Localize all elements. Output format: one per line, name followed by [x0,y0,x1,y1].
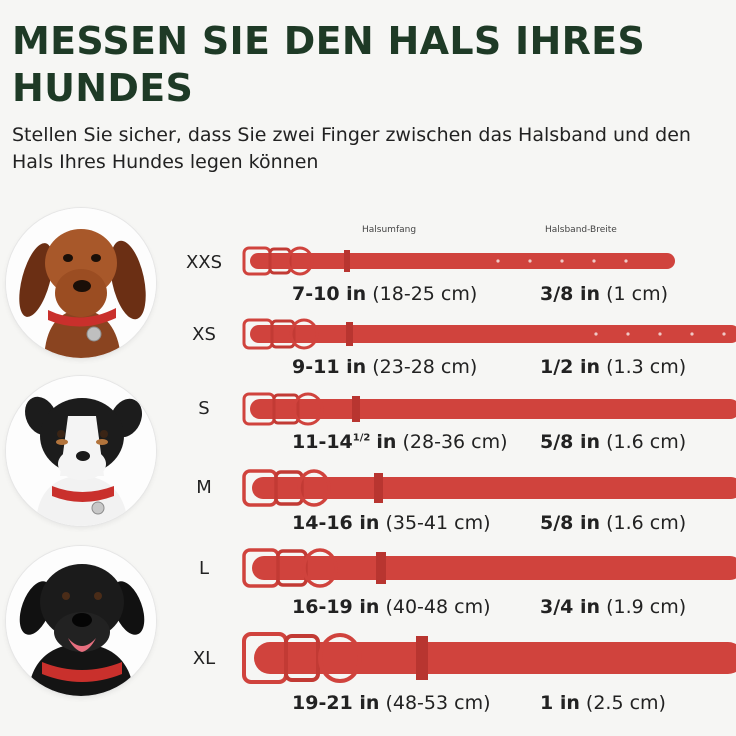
width-measure-l: 3/4 in (1.9 cm) [540,596,686,618]
collar-xl-illustration [242,632,736,684]
neck-cm: (48-53 cm) [385,692,491,714]
width-measure-s: 5/8 in (1.6 cm) [540,431,686,453]
width-cm: (1 cm) [606,283,669,305]
width-inches: 3/8 in [540,283,601,305]
width-inches: 5/8 in [540,431,601,453]
neck-inches: 7-10 in [292,283,367,305]
width-measure-xxs: 3/8 in (1 cm) [540,283,668,305]
width-inches: 5/8 in [540,512,601,534]
width-inches: 1/2 in [540,356,601,378]
neck-cm: (28-36 cm) [402,431,508,453]
column-header-width: Halsband-Breite [545,225,617,235]
neck-inches: 19-21 in [292,692,380,714]
size-label-xs: XS [192,324,216,345]
width-cm: (1.9 cm) [606,596,687,618]
column-header-neck: Halsumfang [362,225,417,235]
neck-fraction: 1/2 [352,432,371,444]
width-cm: (1.3 cm) [606,356,687,378]
neck-cm: (18-25 cm) [372,283,478,305]
page-subtitle: Stellen Sie sicher, dass Sie zwei Finger… [12,124,691,173]
size-label-m: M [196,477,212,498]
collar-l-illustration [242,548,736,588]
width-inches: 1 in [540,692,580,714]
collar-s-illustration [242,392,736,426]
neck-unit: in [376,431,397,453]
dog-image-australian-shepherd [6,376,156,526]
neck-measure-xl: 19-21 in (48-53 cm) [292,692,491,714]
collar-xs-illustration [242,318,736,350]
neck-inches: 16-19 in [292,596,380,618]
neck-cm: (35-41 cm) [385,512,491,534]
width-measure-m: 5/8 in (1.6 cm) [540,512,686,534]
dog-image-dachshund [6,208,156,358]
page-title: MESSEN SIE DEN HALS IHRES HUNDES [12,19,646,110]
size-label-l: L [198,558,210,579]
width-inches: 3/4 in [540,596,601,618]
width-cm: (2.5 cm) [585,692,666,714]
width-measure-xl: 1 in (2.5 cm) [540,692,666,714]
dog-image-black-labrador [6,546,156,696]
size-label-xl: XL [192,648,216,669]
neck-measure-xs: 9-11 in (23-28 cm) [292,356,477,378]
neck-measure-m: 14-16 in (35-41 cm) [292,512,491,534]
neck-cm: (23-28 cm) [372,356,478,378]
neck-inches: 9-11 in [292,356,367,378]
neck-measure-s: 11-141/2 in (28-36 cm) [292,431,508,453]
neck-measure-xxs: 7-10 in (18-25 cm) [292,283,477,305]
width-measure-xs: 1/2 in (1.3 cm) [540,356,686,378]
neck-inches: 11-14 [292,431,353,453]
collar-xxs-illustration [242,246,675,276]
collar-m-illustration [242,469,736,507]
width-cm: (1.6 cm) [606,512,687,534]
neck-measure-l: 16-19 in (40-48 cm) [292,596,491,618]
size-label-xxs: XXS [185,252,223,273]
neck-cm: (40-48 cm) [385,596,491,618]
width-cm: (1.6 cm) [606,431,687,453]
neck-inches: 14-16 in [292,512,380,534]
size-label-s: S [198,398,210,419]
